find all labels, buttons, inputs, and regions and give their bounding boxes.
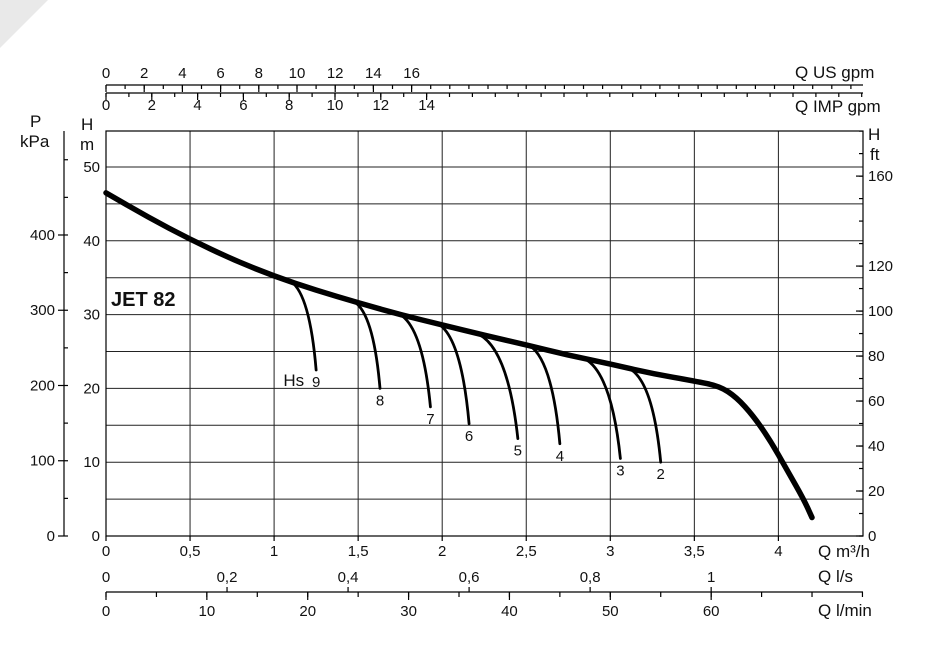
tick-label-qm3h: 1 [270,543,278,560]
suction-prefix-label: Hs [283,371,304,390]
tick-label-qimpgpm: 2 [148,97,156,114]
tick-label-qusgpm: 4 [178,65,186,82]
suction-curve-4 [528,344,562,446]
tick-label-qlmin: 60 [703,603,720,620]
tick-label-qusgpm: 2 [140,65,148,82]
axis-title-qls: Q l/s [818,567,853,586]
tick-label-qlmin: 20 [299,603,316,620]
suction-curve-label-6: 6 [465,428,473,445]
tick-label-hm: 50 [83,159,100,176]
tick-label-p: 200 [30,377,55,394]
tick-label-qlmin: 40 [501,603,518,620]
suction-curve-label-7: 7 [426,411,434,428]
tick-label-qm3h: 4 [774,543,782,560]
tick-label-qimpgpm: 4 [193,97,201,114]
tick-label-qusgpm: 8 [255,65,263,82]
tick-label-hm: 10 [83,454,100,471]
tick-label-qusgpm: 16 [403,65,420,82]
tick-label-hft: 60 [868,393,885,410]
axis-title-qlmin: Q l/min [818,601,872,620]
tick-label-qls: 0,4 [338,569,359,586]
tick-label-qm3h: 2 [438,543,446,560]
axis-title-qusgpm: Q US gpm [795,63,874,82]
tick-label-p: 300 [30,302,55,319]
tick-label-hft: 20 [868,483,885,500]
tick-label-qm3h: 3,5 [684,543,705,560]
tick-label-qm3h: 0,5 [180,543,201,560]
tick-label-qimpgpm: 8 [285,97,293,114]
tick-label-qusgpm: 14 [365,65,382,82]
curve-labels: 9 8 7 6 5 4 3 2 Hs [283,371,665,483]
tick-label-hft: 40 [868,438,885,455]
tick-labels: 0 0,5 1 1,5 2 2,5 3 3,5 4 Q m³/h0 0,2 0,4 0,6 0,8 1 Q l… [20,63,893,620]
suction-curve-3 [583,357,622,460]
suction-curve-6 [437,322,471,426]
tick-label-qlmin: 30 [400,603,417,620]
suction-curve-label-8: 8 [376,392,384,409]
axis-title-p: P [30,112,41,131]
tick-label-qm3h: 0 [102,543,110,560]
tick-label-qusgpm: 10 [289,65,306,82]
tick-label-qm3h: 2,5 [516,543,537,560]
tick-label-p: 400 [30,227,55,244]
tick-label-hft: 120 [868,258,893,275]
suction-curve-8 [353,300,382,390]
tick-label-qusgpm: 12 [327,65,344,82]
axis-title-qimpgpm: Q IMP gpm [795,97,881,116]
grid [106,131,863,536]
suction-curve-7 [398,313,432,409]
axis-title-qm3h: Q m³/h [818,542,870,561]
corner-watermark-mark [0,0,48,48]
tick-label-qimpgpm: 10 [327,97,344,114]
tick-label-hft: 160 [868,168,893,185]
suction-curve-label-9: 9 [312,374,320,391]
suction-curve-5 [477,333,520,440]
tick-label-hm: 20 [83,380,100,397]
tick-marks [58,85,864,600]
curves [103,190,815,521]
tick-label-hft: 100 [868,303,893,320]
tick-label-qlmin: 50 [602,603,619,620]
tick-label-hft: 80 [868,348,885,365]
tick-label-p: 100 [30,453,55,470]
tick-label-p: 0 [47,528,55,545]
suction-curve-label-2: 2 [657,466,665,483]
axis-unit-hm: m [80,135,94,154]
tick-label-qls: 1 [707,569,715,586]
tick-label-qimpgpm: 0 [102,97,110,114]
tick-label-qimpgpm: 6 [239,97,247,114]
tick-label-qls: 0,8 [580,569,601,586]
tick-label-hm: 40 [83,233,100,250]
tick-label-qls: 0 [102,569,110,586]
tick-label-qm3h: 1,5 [348,543,369,560]
tick-label-qlmin: 10 [199,603,216,620]
tick-label-hft: 0 [868,528,876,545]
chart-title: JET 82 [111,289,175,311]
suction-curve-label-4: 4 [556,448,564,465]
suction-curve-label-3: 3 [616,463,624,480]
tick-label-hm: 30 [83,307,100,324]
tick-label-qls: 0,2 [217,569,238,586]
suction-curve-label-5: 5 [514,443,522,460]
suction-curve-9 [289,279,318,372]
tick-label-qimpgpm: 12 [372,97,389,114]
axis-title-hm: H [81,115,93,134]
tick-label-hm: 0 [92,528,100,545]
tick-label-qls: 0,6 [459,569,480,586]
tick-label-qlmin: 0 [102,603,110,620]
tick-label-qusgpm: 6 [216,65,224,82]
tick-label-qimpgpm: 14 [418,97,435,114]
axis-unit-p: kPa [20,132,50,151]
tick-label-qusgpm: 0 [102,65,110,82]
tick-label-qm3h: 3 [606,543,614,560]
axis-title-hft: H [868,125,880,144]
suction-curve-2 [629,367,663,464]
axis-unit-hft: ft [870,145,880,164]
